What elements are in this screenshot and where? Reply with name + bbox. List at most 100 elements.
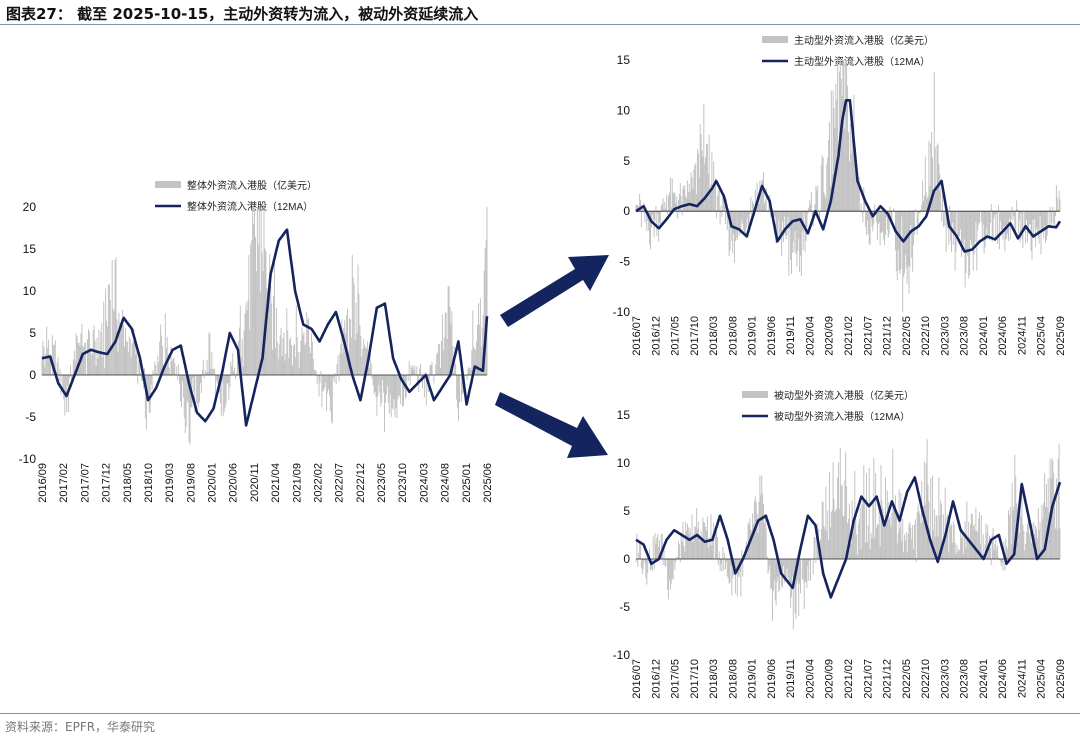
- y-tick-label: 15: [617, 408, 631, 422]
- x-tick-label: 2021/12: [882, 659, 894, 699]
- x-tick-label: 2019/01: [747, 316, 759, 356]
- legend-line-label: 主动型外资流入港股（12MA）: [794, 55, 930, 68]
- y-tick-label: -10: [613, 305, 631, 319]
- legend-line-label: 被动型外资流入港股（12MA）: [774, 410, 910, 423]
- x-tick-label: 2020/01: [207, 463, 219, 503]
- x-tick-label: 2018/08: [727, 659, 739, 699]
- x-tick-label: 2023/10: [397, 463, 409, 503]
- x-tick-label: 2024/06: [997, 659, 1009, 699]
- x-tick-label: 2021/02: [843, 316, 855, 356]
- y-tick-label: 0: [29, 368, 36, 382]
- x-tick-label: 2019/03: [164, 463, 176, 503]
- x-tick-label: 2017/10: [689, 659, 701, 699]
- x-tick-label: 2024/11: [1016, 659, 1028, 698]
- x-tick-label: 2020/04: [804, 316, 816, 356]
- x-tick-label: 2017/12: [101, 463, 113, 503]
- arrow-to-passive-icon: [495, 392, 608, 458]
- arrow-to-active-icon: [500, 255, 609, 327]
- x-tick-label: 2019/11: [785, 659, 797, 698]
- x-tick-label: 2021/07: [862, 316, 874, 356]
- x-tick-label: 2021/04: [270, 463, 282, 503]
- x-tick-label: 2019/06: [766, 659, 778, 699]
- x-tick-label: 2022/10: [920, 316, 932, 356]
- y-tick-label: 5: [623, 504, 630, 518]
- x-tick-label: 2022/12: [355, 463, 367, 503]
- x-tick-label: 2020/04: [804, 659, 816, 699]
- chart-legend: 主动型外资流入港股（亿美元） 主动型外资流入港股（12MA）: [762, 34, 934, 68]
- chart-legend: 整体外资流入港股（亿美元） 整体外资流入港股（12MA）: [155, 179, 317, 213]
- x-tick-label: 2017/02: [58, 463, 70, 503]
- y-tick-label: -5: [619, 255, 630, 269]
- x-tick-label: 2023/05: [376, 463, 388, 503]
- x-tick-label: 2019/06: [766, 316, 778, 356]
- legend-bar-label: 整体外资流入港股（亿美元）: [187, 179, 317, 192]
- x-tick-label: 2025/04: [1036, 316, 1048, 356]
- x-tick-label: 2022/10: [920, 659, 932, 699]
- footer-divider: [0, 713, 1080, 714]
- x-tick-label: 2023/08: [959, 316, 971, 356]
- x-tick-label: 2021/09: [291, 463, 303, 503]
- x-tick-label: 2018/03: [708, 316, 720, 356]
- flow-bars: [635, 60, 1061, 312]
- x-tick-label: 2019/01: [747, 659, 759, 699]
- x-tick-label: 2025/01: [461, 463, 473, 503]
- y-tick-label: -10: [613, 648, 631, 662]
- y-tick-label: 15: [23, 242, 37, 256]
- y-tick-label: 10: [23, 284, 37, 298]
- ma-series-line: [635, 476, 1062, 599]
- y-tick-label: -5: [25, 410, 36, 424]
- x-tick-label: 2017/07: [79, 463, 91, 503]
- x-tick-label: 2016/07: [631, 659, 643, 699]
- x-tick-label: 2025/04: [1036, 659, 1048, 699]
- flow-bars: [635, 439, 1061, 630]
- x-tick-label: 2020/11: [249, 463, 261, 502]
- x-tick-label: 2023/03: [939, 659, 951, 699]
- x-tick-label: 2024/08: [440, 463, 452, 503]
- source-note: 资料来源：EPFR，华泰研究: [5, 720, 156, 734]
- figure-title: 图表27： 截至 2025-10-15，主动外资转为流入，被动外资延续流入: [6, 5, 479, 23]
- y-tick-label: 10: [617, 456, 631, 470]
- x-tick-label: 2021/07: [862, 659, 874, 699]
- x-tick-label: 2024/03: [418, 463, 430, 503]
- x-tick-label: 2023/03: [939, 316, 951, 356]
- x-tick-label: 2020/09: [824, 316, 836, 356]
- legend-bar-label: 主动型外资流入港股（亿美元）: [794, 34, 934, 47]
- x-tick-label: 2016/07: [631, 316, 643, 356]
- active-flow-chart: 主动型外资流入港股（亿美元） 主动型外资流入港股（12MA） -10 -5 0 5 10 15…: [613, 34, 1067, 356]
- y-tick-label: 15: [617, 53, 631, 67]
- x-tick-label: 2016/12: [650, 316, 662, 356]
- x-tick-label: 2025/06: [482, 463, 494, 503]
- x-tick-label: 2017/05: [670, 659, 682, 699]
- x-tick-label: 2017/05: [670, 316, 682, 356]
- x-tick-label: 2019/11: [785, 316, 797, 355]
- x-tick-label: 2023/08: [959, 659, 971, 699]
- x-tick-label: 2018/08: [727, 316, 739, 356]
- x-tick-label: 2025/09: [1055, 316, 1067, 356]
- x-tick-label: 2024/06: [997, 316, 1009, 356]
- x-tick-label: 2022/05: [901, 316, 913, 356]
- y-tick-label: -5: [619, 600, 630, 614]
- x-tick-label: 2016/09: [37, 463, 49, 503]
- y-tick-label: 0: [623, 552, 630, 566]
- legend-bar-swatch: [155, 181, 181, 188]
- x-tick-label: 2024/11: [1016, 316, 1028, 355]
- x-tick-label: 2022/05: [901, 659, 913, 699]
- y-tick-label: 10: [617, 103, 631, 117]
- x-tick-label: 2017/10: [689, 316, 701, 356]
- x-tick-label: 2018/10: [143, 463, 155, 503]
- x-tick-label: 2022/02: [312, 463, 324, 503]
- x-tick-label: 2025/09: [1055, 659, 1067, 699]
- x-tick-label: 2021/12: [882, 316, 894, 356]
- ma-series-line: [41, 228, 489, 427]
- title-divider: [0, 24, 1080, 25]
- legend-bar-swatch: [742, 391, 768, 398]
- x-tick-label: 2018/03: [708, 659, 720, 699]
- x-tick-label: 2024/01: [978, 659, 990, 699]
- y-tick-label: 5: [29, 326, 36, 340]
- y-tick-label: 0: [623, 204, 630, 218]
- x-tick-label: 2018/05: [122, 463, 134, 503]
- passive-flow-chart: 被动型外资流入港股（亿美元） 被动型外资流入港股（12MA） -10 -5 0 5 10 15…: [613, 389, 1067, 699]
- y-tick-label: 20: [23, 200, 37, 214]
- ma-series-line: [635, 99, 1062, 253]
- x-tick-label: 2016/12: [650, 659, 662, 699]
